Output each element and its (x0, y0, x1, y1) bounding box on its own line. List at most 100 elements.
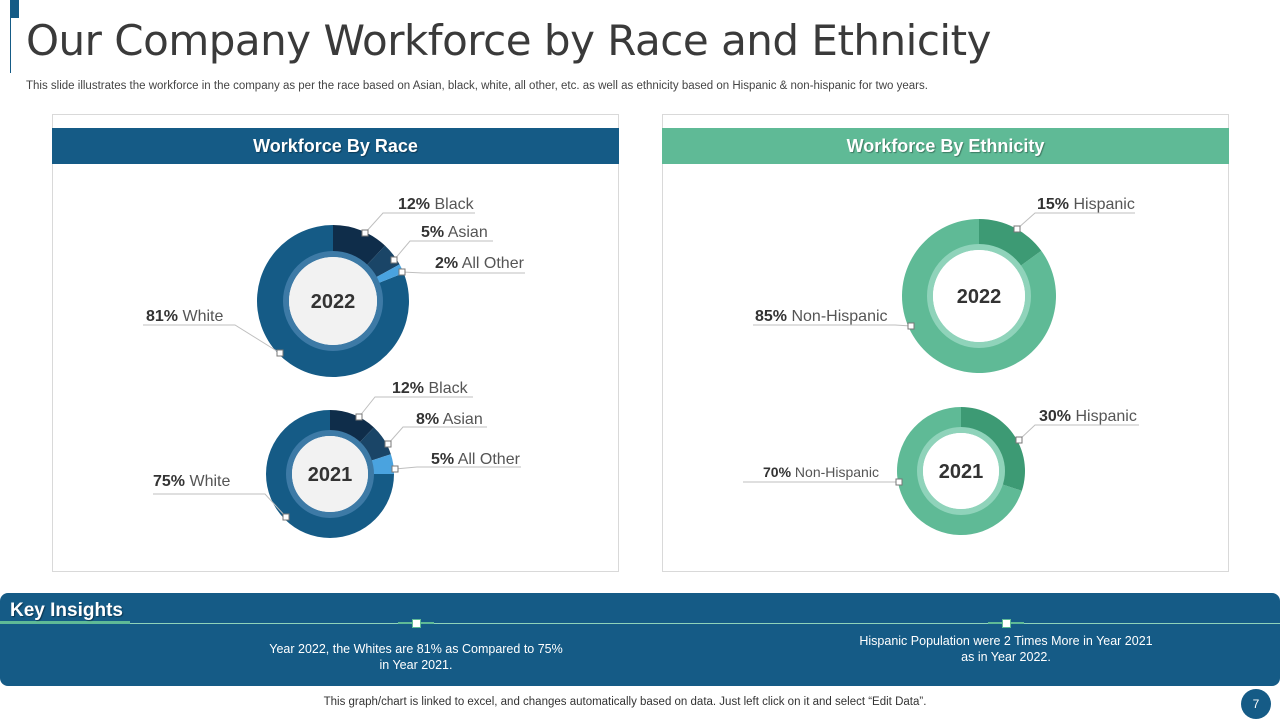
race-panel: Workforce By Race 2022 81% White 12% Black… (52, 114, 619, 572)
data-label-value: 2% (435, 255, 458, 272)
page-number: 7 (1241, 689, 1271, 719)
donut-center (289, 257, 377, 345)
data-label-category: Black (424, 380, 469, 397)
data-label-non-hispanic: 85% Non-Hispanic (755, 308, 888, 325)
data-label-all-other: 5% All Other (431, 451, 521, 468)
data-label-category: White (185, 473, 230, 490)
callout-dot-all-other (398, 268, 406, 276)
data-label-black: 12% Black (398, 196, 475, 213)
data-label-white: 81% White (146, 308, 223, 325)
donut-inner-ring (286, 430, 374, 518)
callout-line-black (364, 212, 475, 234)
donut-center (933, 250, 1025, 342)
data-label-value: 5% (421, 224, 444, 241)
data-label-value: 81% (146, 308, 178, 325)
callout-dot-hispanic (1015, 436, 1023, 444)
workforce-by-ethnicity-2021-donut[interactable]: 2021 70% Non-Hispanic 30% Hispanic (743, 407, 1139, 535)
callout-line-non-hispanic (753, 324, 912, 327)
data-label-value: 8% (416, 411, 439, 428)
workforce-by-ethnicity-2022-donut[interactable]: 2022 85% Non-Hispanic 15% Hispanic (753, 196, 1135, 373)
title-accent-line (10, 18, 11, 73)
insights-title: Key Insights (10, 600, 123, 621)
slide-subtitle: This slide illustrates the workforce in … (26, 80, 928, 92)
insight-2-marker (1002, 619, 1011, 628)
slice-black-2022[interactable] (333, 225, 386, 267)
data-label-value: 12% (392, 380, 424, 397)
donut-center (292, 436, 368, 512)
ethnicity-panel: Workforce By Ethnicity 2022 85% Non-Hispa… (662, 114, 1229, 572)
callout-line-hispanic (1018, 424, 1139, 441)
donut-center (923, 433, 999, 509)
footer-note: This graph/chart is linked to excel, and… (0, 696, 1280, 708)
callout-dot-all-other (391, 465, 399, 473)
race-panel-title: Workforce By Race (52, 128, 619, 164)
title-accent-bar (10, 0, 19, 18)
data-label-category: Asian (439, 411, 483, 428)
slice-asian-2022[interactable] (365, 245, 400, 279)
insight-1-marker (412, 619, 421, 628)
data-label-value: 15% (1037, 196, 1069, 213)
callout-dot-non-hispanic (895, 478, 903, 486)
slice-all-other-2021[interactable] (368, 454, 394, 474)
slice-non-hispanic-2022[interactable] (902, 219, 1056, 373)
slice-all-other-2022[interactable] (374, 264, 404, 284)
data-label-category: Non-Hispanic (787, 308, 887, 325)
key-insights-bar: Key Insights Year 2022, the Whites are 8… (0, 593, 1280, 686)
insight-2-text: Hispanic Population were 2 Times More in… (859, 634, 1153, 664)
data-label-category: White (178, 308, 223, 325)
data-label-value: 85% (755, 308, 787, 325)
data-label-non-hispanic: 70% Non-Hispanic (763, 464, 879, 480)
data-label-hispanic: 15% Hispanic (1037, 196, 1135, 213)
callout-dot-white (282, 513, 290, 521)
callout-dot-hispanic (1013, 225, 1021, 233)
data-label-value: 5% (431, 451, 454, 468)
insights-title-underline (0, 621, 130, 624)
callout-line-white (153, 493, 287, 518)
callout-dot-asian (390, 256, 398, 264)
insights-divider (0, 623, 1280, 624)
data-label-value: 75% (153, 473, 185, 490)
data-label-category: Asian (444, 224, 488, 241)
ethnicity-panel-title: Workforce By Ethnicity (662, 128, 1229, 164)
data-label-category: All Other (458, 255, 524, 272)
data-label-all-other: 2% All Other (435, 255, 525, 272)
callout-dot-black (361, 229, 369, 237)
data-label-category: Hispanic (1069, 196, 1135, 213)
slice-black-2021[interactable] (330, 410, 374, 445)
footer-text: This graph/chart is linked to excel, and… (323, 696, 927, 708)
data-label-hispanic: 30% Hispanic (1039, 408, 1137, 425)
data-label-value: 30% (1039, 408, 1071, 425)
data-label-asian: 5% Asian (421, 224, 488, 241)
callout-dot-white (276, 349, 284, 357)
data-label-category: Non-Hispanic (791, 464, 879, 480)
callout-line-asian (393, 240, 493, 261)
slice-white-2022[interactable] (257, 225, 410, 377)
callout-dot-asian (384, 440, 392, 448)
data-label-black: 12% Black (392, 380, 469, 397)
callout-dot-non-hispanic (907, 322, 915, 330)
race-charts[interactable]: 2022 81% White 12% Black 5% Asian 2% All Oth… (53, 115, 620, 573)
donut-inner-ring (283, 251, 383, 351)
data-label-category: All Other (454, 451, 520, 468)
donut-center-year: 2021 (308, 464, 353, 486)
callout-line-all-other (401, 271, 525, 274)
slide-title: Our Company Workforce by Race and Ethnic… (26, 16, 991, 65)
workforce-by-race-2021-donut[interactable]: 2021 75% White 12% Black 8% Asian 5% All Oth… (153, 380, 521, 538)
workforce-by-race-2022-donut[interactable]: 2022 81% White 12% Black 5% Asian 2% All Oth… (143, 196, 525, 377)
data-label-value: 12% (398, 196, 430, 213)
donut-center-year: 2022 (311, 291, 356, 313)
donut-center-year: 2022 (957, 286, 1002, 308)
slice-white-2021[interactable] (266, 410, 394, 538)
slice-hispanic-2022[interactable] (979, 219, 1042, 268)
callout-line-white (143, 324, 281, 354)
slice-hispanic-2021[interactable] (961, 407, 1025, 491)
donut-inner-ring (927, 244, 1031, 348)
data-label-value: 70% (763, 464, 792, 480)
data-label-white: 75% White (153, 473, 230, 490)
insight-1-text: Year 2022, the Whites are 81% as Compare… (269, 642, 563, 672)
callout-line-all-other (394, 466, 521, 470)
ethnicity-charts[interactable]: 2022 85% Non-Hispanic 15% Hispanic 2021 70% … (663, 115, 1230, 573)
callout-line-hispanic (1016, 212, 1135, 230)
data-label-asian: 8% Asian (416, 411, 483, 428)
data-label-category: Black (430, 196, 475, 213)
